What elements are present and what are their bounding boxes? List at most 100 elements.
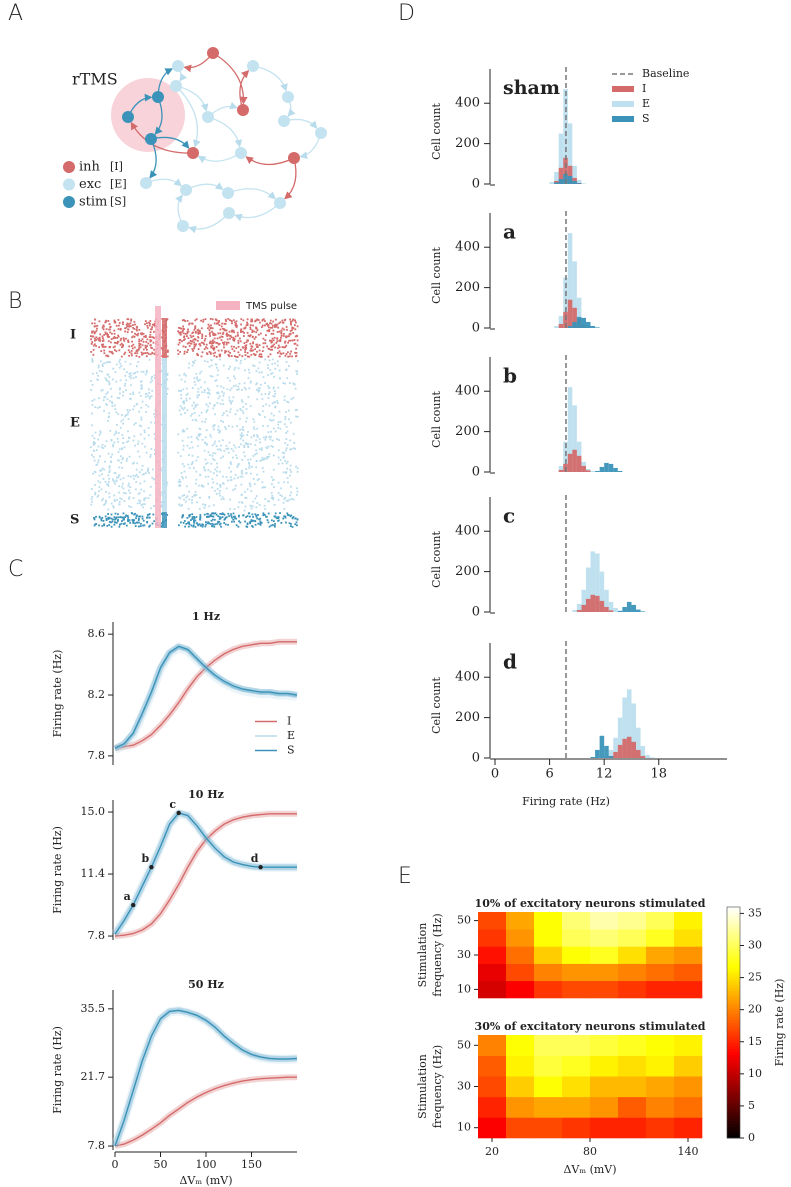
spike <box>91 330 93 333</box>
spike <box>133 435 136 438</box>
spike <box>191 340 194 343</box>
colorbar-slice <box>727 1135 740 1139</box>
spike <box>108 524 111 526</box>
spike <box>135 473 138 476</box>
spike <box>197 524 200 527</box>
spike <box>272 395 275 397</box>
spike <box>278 410 281 413</box>
spike-burst <box>162 512 167 528</box>
spike <box>246 526 249 528</box>
spike <box>236 359 238 362</box>
spike <box>130 325 132 328</box>
spike <box>270 322 273 325</box>
spike <box>104 503 106 505</box>
spike <box>108 323 111 325</box>
spike <box>211 522 214 525</box>
spike <box>296 490 299 493</box>
spike <box>244 345 247 347</box>
spike <box>264 416 266 418</box>
spike <box>94 484 96 486</box>
spike <box>274 401 276 403</box>
spike <box>255 449 258 452</box>
spike <box>128 436 130 439</box>
spike <box>259 332 262 335</box>
spike <box>244 490 246 493</box>
spike <box>269 418 271 421</box>
spike <box>211 444 214 447</box>
spike <box>177 451 180 454</box>
spike <box>270 524 273 527</box>
spike <box>227 425 230 427</box>
spike <box>200 327 203 330</box>
spike <box>273 520 275 523</box>
spike <box>228 466 231 469</box>
spike <box>198 343 201 346</box>
legend-code: [I] <box>110 160 123 173</box>
spike <box>124 330 126 333</box>
spike <box>296 467 299 470</box>
spike <box>231 425 234 428</box>
spike <box>226 388 229 391</box>
spike <box>125 515 128 517</box>
spike <box>271 348 273 351</box>
spike <box>181 495 184 497</box>
spike <box>258 344 261 346</box>
hist-bar <box>576 297 582 328</box>
spike <box>218 320 220 322</box>
spike <box>182 448 185 451</box>
spike <box>270 435 272 438</box>
legend-code: [E] <box>110 178 127 191</box>
spike <box>270 492 273 494</box>
heat-cell <box>534 912 563 930</box>
spike <box>280 487 282 490</box>
spike <box>193 345 196 348</box>
heat-cell <box>646 1076 675 1098</box>
spike <box>259 523 262 526</box>
series-line <box>114 1009 298 1147</box>
heat-cell <box>646 1055 675 1077</box>
colorbar-tick-label: 35 <box>748 906 762 919</box>
spike <box>183 402 185 405</box>
hist-bar <box>599 466 605 472</box>
spike <box>110 517 113 520</box>
spike <box>247 334 250 337</box>
spike <box>268 455 270 458</box>
spike <box>150 336 152 338</box>
spike <box>204 469 206 472</box>
spike <box>229 462 232 465</box>
colorbar-tick-label: 15 <box>748 1035 762 1048</box>
hist-bar <box>572 261 577 328</box>
spike <box>191 446 194 449</box>
spike <box>207 469 210 471</box>
spike <box>219 328 222 331</box>
spike <box>255 389 258 391</box>
spike <box>294 342 297 345</box>
spike <box>210 435 212 438</box>
spike <box>204 503 207 506</box>
colorbar-slice <box>727 907 740 911</box>
spike <box>193 381 196 383</box>
spike <box>217 321 220 323</box>
spike <box>230 336 233 339</box>
spike <box>296 325 299 328</box>
heat-cell <box>589 1096 619 1118</box>
spike <box>218 520 221 523</box>
hist-bar <box>572 405 577 472</box>
spike <box>206 392 209 394</box>
spike <box>286 512 289 515</box>
spike <box>195 343 197 346</box>
spike <box>149 339 152 341</box>
spike <box>251 336 254 339</box>
spike <box>191 387 194 389</box>
spike <box>184 333 187 335</box>
spike <box>95 329 98 332</box>
spike <box>128 519 131 521</box>
spike <box>225 445 228 447</box>
spike <box>242 514 244 517</box>
spike <box>295 321 297 324</box>
hist-bar <box>585 321 591 328</box>
heat-cell <box>477 1117 507 1139</box>
spike <box>272 339 275 342</box>
spike <box>191 364 194 367</box>
spike <box>279 512 281 514</box>
